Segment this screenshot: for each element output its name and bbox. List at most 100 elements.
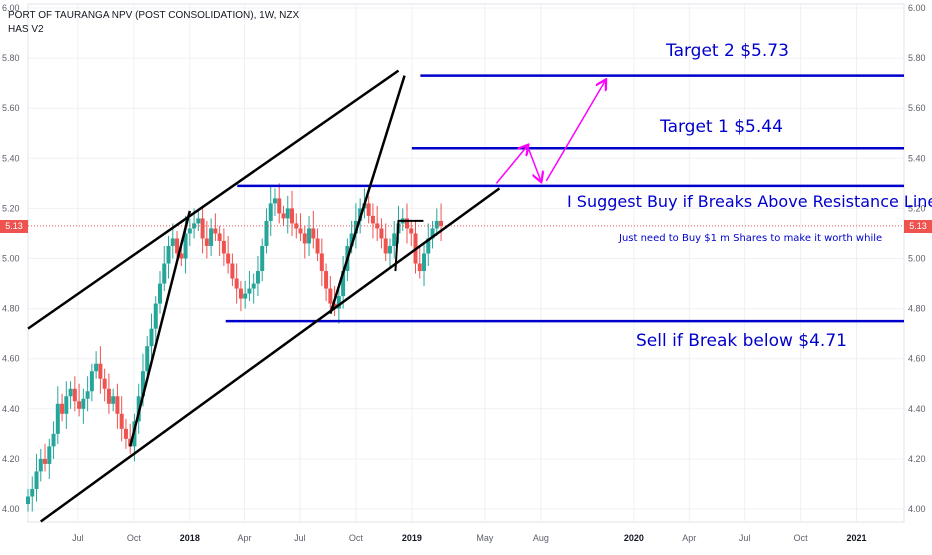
candle-body xyxy=(281,213,286,219)
candle-body xyxy=(302,233,307,244)
candle-body xyxy=(221,240,226,254)
candle-body xyxy=(366,203,371,216)
y-tick-label-left: 5.00 xyxy=(2,254,20,264)
x-tick-label: 2018 xyxy=(180,533,200,543)
arrow-to-target1 xyxy=(495,146,527,184)
candle-body xyxy=(26,496,30,504)
rally-line-1 xyxy=(128,210,192,447)
candle-body xyxy=(77,401,82,409)
candle-body xyxy=(311,228,316,239)
y-tick-label-right: 6.00 xyxy=(908,3,926,13)
candle-body xyxy=(430,228,435,239)
candle-body xyxy=(324,271,329,289)
y-tick-label-right: 4.00 xyxy=(908,504,926,514)
candle-body xyxy=(251,283,256,289)
candle-body xyxy=(298,228,303,234)
candle-body xyxy=(89,371,94,392)
target2-label: Target 2 $5.73 xyxy=(666,41,789,61)
y-tick-label-right: 5.80 xyxy=(908,53,926,63)
indicator-label: HAS V2 xyxy=(8,24,44,35)
candle-body xyxy=(98,363,103,379)
candle-body xyxy=(234,278,239,289)
candle-body xyxy=(102,378,107,389)
candle-body xyxy=(51,433,56,447)
candle-body xyxy=(119,413,124,429)
y-tick-label-left: 4.80 xyxy=(2,304,20,314)
y-tick-label-left: 5.80 xyxy=(2,53,20,63)
candle-body xyxy=(383,238,388,254)
candle-body xyxy=(47,446,52,464)
target1-label: Target 1 $5.44 xyxy=(660,117,783,137)
candle-body xyxy=(153,303,158,329)
candle-body xyxy=(60,403,65,414)
candle-body xyxy=(230,263,235,279)
candle-body xyxy=(187,228,192,234)
candle-body xyxy=(277,198,282,214)
note-label: Just need to Buy $1 m Shares to make it … xyxy=(619,233,883,244)
y-tick-label-right: 5.40 xyxy=(908,153,926,163)
y-tick-label-left: 4.00 xyxy=(2,504,20,514)
y-tick-label-right: 5.20 xyxy=(908,203,926,213)
arrow-retest xyxy=(526,145,540,181)
candle-body xyxy=(85,391,90,399)
candle-body xyxy=(370,215,375,224)
x-tick-label: Oct xyxy=(794,533,809,543)
x-tick-label: Oct xyxy=(349,533,364,543)
y-tick-label-left: 4.20 xyxy=(2,454,20,464)
x-tick-label: Jul xyxy=(72,533,84,543)
candle-body xyxy=(238,288,243,299)
candle-body xyxy=(319,253,324,272)
last-price-tag-right: 5.13 xyxy=(904,220,932,233)
y-tick-label-right: 4.20 xyxy=(908,454,926,464)
candle-body xyxy=(375,223,380,229)
candle-body xyxy=(247,288,252,294)
candle-body xyxy=(336,296,341,309)
candle-body xyxy=(55,403,60,434)
candle-body xyxy=(404,218,409,229)
candle-body xyxy=(392,233,397,246)
candle-body xyxy=(353,220,358,234)
candle-body xyxy=(332,303,337,309)
candle-body xyxy=(158,283,163,304)
candle-body xyxy=(166,245,171,264)
candle-body xyxy=(106,388,111,404)
candle-body xyxy=(409,228,414,234)
candle-body xyxy=(315,238,320,254)
candle-body xyxy=(94,363,99,372)
candle-body xyxy=(328,288,333,304)
rally-line-2 xyxy=(329,75,406,314)
candle-body xyxy=(285,208,290,219)
y-tick-label-right: 5.00 xyxy=(908,254,926,264)
x-tick-label: 2019 xyxy=(402,533,422,543)
plot-area xyxy=(27,3,905,523)
y-tick-label-left: 5.20 xyxy=(2,203,20,213)
candle-body xyxy=(170,238,175,246)
flag-line xyxy=(394,219,424,272)
candle-body xyxy=(268,203,273,221)
y-tick-label-left: 4.40 xyxy=(2,404,20,414)
candle-body xyxy=(140,371,145,397)
candle-body xyxy=(417,263,422,272)
suggest-label: I Suggest Buy if Breaks Above Resistance… xyxy=(567,192,932,211)
candle-body xyxy=(43,458,48,464)
candle-body xyxy=(30,488,35,497)
candle-body xyxy=(204,238,209,246)
channel-lower-line xyxy=(40,187,501,523)
candle-body xyxy=(183,233,188,259)
candle-body xyxy=(145,346,150,372)
y-tick-label-left: 4.60 xyxy=(2,354,20,364)
sell-label: Sell if Break below $4.71 xyxy=(636,331,847,351)
candle-body xyxy=(200,218,205,239)
chart-title: PORT OF TAURANGA NPV (POST CONSOLIDATION… xyxy=(8,10,300,21)
arrow-to-target2 xyxy=(545,81,605,182)
candle-body xyxy=(264,220,269,246)
x-tick-label: Jul xyxy=(294,533,306,543)
candle-body xyxy=(243,293,248,299)
y-tick-label-left: 5.60 xyxy=(2,103,20,113)
x-tick-label: May xyxy=(476,533,494,543)
candle-body xyxy=(307,228,312,244)
candle-body xyxy=(149,328,154,347)
candle-body xyxy=(68,388,73,397)
candle-body xyxy=(72,388,77,402)
